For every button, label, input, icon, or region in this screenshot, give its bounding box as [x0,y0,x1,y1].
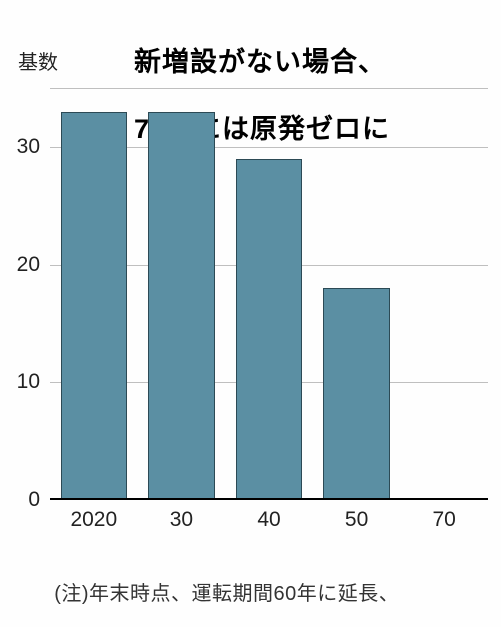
x-tick-label: 2020 [70,508,117,532]
bar [148,112,215,500]
x-axis-line [50,498,488,500]
x-tick-label: 50 [345,508,368,532]
note-line1: (注)年末時点、運転期間60年に延長、 [54,583,399,605]
y-axis-label: 基数 [18,46,58,75]
chart-title-line1: 新増設がない場合、 [134,47,386,77]
bar [323,288,390,500]
plot-top-border [50,88,488,89]
x-tick-label: 40 [257,508,280,532]
x-axis-labels: 2020 30 40 50 70 [50,508,488,538]
bar [236,159,303,500]
chart-footnote: (注)年末時点、運転期間60年に延長、 新増設なしと想定、建設中は除く [30,548,403,627]
y-tick-label: 0 [28,488,40,512]
x-tick-label: 30 [170,508,193,532]
y-tick-label: 20 [17,253,40,277]
plot-area: 0102030 [50,88,488,500]
y-tick-label: 10 [17,370,40,394]
y-tick-label: 30 [17,135,40,159]
x-tick-label: 70 [433,508,456,532]
bar [61,112,128,500]
chart-figure: 新増設がない場合、 70年には原発ゼロに 基数 0102030 20203040… [0,0,501,627]
